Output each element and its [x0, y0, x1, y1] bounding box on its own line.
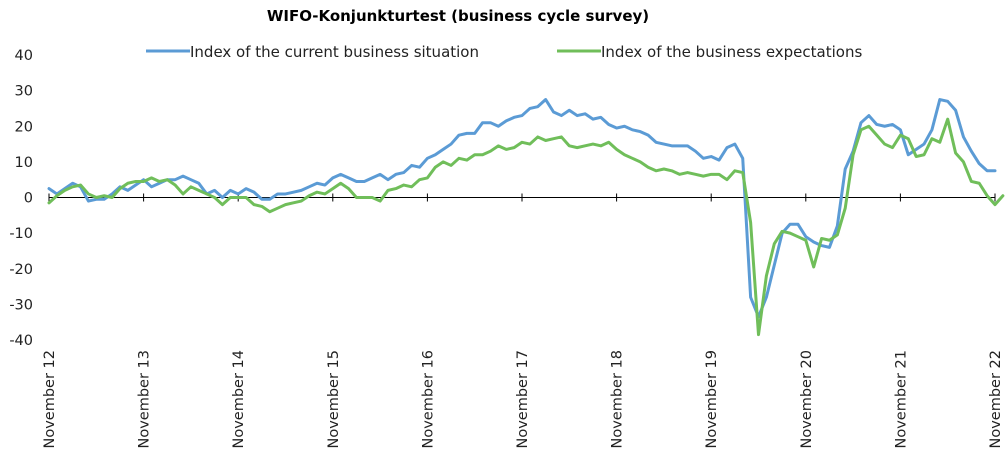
x-tick-label: November 16: [420, 350, 436, 449]
y-tick-label: 30: [15, 84, 33, 100]
x-tick-label: November 19: [704, 350, 720, 449]
legend-label-current-situation: Index of the current business situation: [190, 43, 479, 61]
y-tick-label: 20: [15, 119, 33, 135]
y-tick-label: 0: [24, 191, 33, 207]
x-axis-tick-labels: November 12 November 13 November 14 Novembe…: [42, 350, 1004, 449]
x-tick-label: November 17: [515, 350, 531, 449]
series-line-expectations: [47, 117, 1005, 337]
y-tick-label: -30: [9, 297, 33, 313]
x-tick-label: November 15: [326, 350, 342, 449]
series-lines: [47, 98, 1005, 337]
y-axis-tick-labels: 40 30 20 10 0 -10 -20 -30 -40: [9, 48, 33, 349]
x-tick-label: November 13: [137, 350, 153, 449]
x-tick-label: November 21: [893, 350, 909, 449]
y-tick-label: -10: [9, 226, 33, 242]
x-tick-label: November 22: [988, 350, 1004, 449]
y-tick-label: -20: [9, 262, 33, 278]
x-tick-label: November 12: [42, 350, 58, 449]
x-tick-label: November 14: [231, 350, 247, 449]
legend-label-expectations: Index of the business expectations: [601, 43, 862, 61]
chart-title: WIFO-Konjunkturtest (business cycle surv…: [267, 7, 649, 25]
y-tick-label: -40: [9, 333, 33, 349]
series-line-current-situation: [47, 98, 997, 319]
x-tick-label: November 18: [610, 350, 626, 449]
y-tick-label: 40: [15, 48, 33, 64]
legend: Index of the current business situation …: [146, 43, 862, 61]
y-tick-label: 10: [15, 155, 33, 171]
x-tick-label: November 20: [799, 350, 815, 449]
